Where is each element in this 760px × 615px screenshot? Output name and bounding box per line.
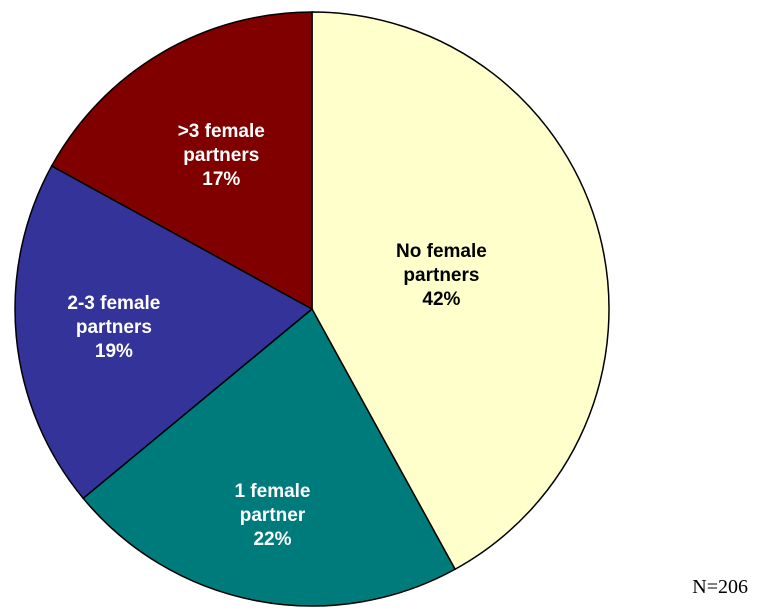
pie-slice [82,307,457,607]
slice-percent: 42% [422,288,461,310]
slice-category: No female partners [396,240,487,286]
pie-slice [14,164,314,500]
slice-category: >3 female partners [177,120,265,166]
sample-size-note: N=206 [692,576,748,598]
pie-slice [311,11,610,571]
slice-label: No female partners 42% [376,240,506,312]
slice-percent: 19% [94,340,133,362]
slice-percent: 22% [253,529,292,551]
slice-label: 1 female partner 22% [207,480,337,552]
slice-label: 2-3 female partners 19% [49,292,179,364]
slice-label: >3 female partners 17% [156,120,286,192]
slice-category: 1 female partner [234,481,311,527]
pie-slice [50,11,313,311]
slice-percent: 17% [202,168,241,190]
slice-category: 2-3 female partners [67,292,161,338]
